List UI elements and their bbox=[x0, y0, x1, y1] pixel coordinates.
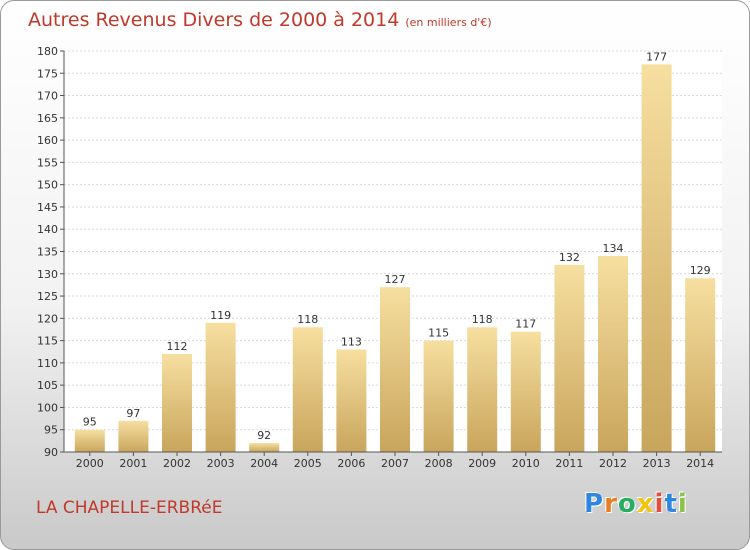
bar-value-label: 95 bbox=[83, 416, 97, 429]
bar bbox=[423, 340, 454, 452]
y-tick-label: 95 bbox=[44, 424, 58, 437]
bar bbox=[249, 443, 280, 452]
y-tick-label: 155 bbox=[37, 156, 58, 169]
chart-title: Autres Revenus Divers de 2000 à 2014 (en … bbox=[28, 9, 492, 31]
bar bbox=[162, 353, 192, 452]
x-tick-label: 2014 bbox=[686, 457, 714, 470]
logo-letter: i bbox=[677, 489, 688, 519]
bar bbox=[467, 327, 498, 452]
location-label: LA CHAPELLE-ERBRéE bbox=[36, 498, 223, 518]
y-tick-label: 90 bbox=[44, 446, 58, 459]
logo-letter: o bbox=[617, 489, 637, 519]
bar-value-label: 115 bbox=[428, 327, 449, 340]
y-tick-label: 160 bbox=[37, 134, 58, 147]
x-tick-label: 2010 bbox=[512, 457, 540, 470]
bar-value-label: 118 bbox=[297, 313, 318, 326]
y-tick-label: 130 bbox=[37, 268, 58, 281]
bar bbox=[510, 331, 541, 452]
bar bbox=[292, 327, 323, 452]
bar bbox=[336, 349, 367, 452]
bar-value-label: 132 bbox=[559, 251, 580, 264]
bar-value-label: 177 bbox=[646, 50, 667, 63]
x-tick-label: 2004 bbox=[250, 457, 278, 470]
bar bbox=[554, 264, 585, 452]
bar-value-label: 112 bbox=[167, 340, 188, 353]
x-tick-label: 2009 bbox=[468, 457, 496, 470]
chart-title-text: Autres Revenus Divers de 2000 à 2014 bbox=[28, 9, 400, 31]
x-tick-label: 2007 bbox=[381, 457, 409, 470]
logo-letter: t bbox=[664, 489, 678, 519]
chart-unit: (en milliers d'€) bbox=[405, 16, 492, 29]
y-tick-label: 165 bbox=[37, 112, 58, 125]
x-tick-label: 2006 bbox=[337, 457, 365, 470]
bar bbox=[205, 322, 236, 452]
bar-value-label: 117 bbox=[515, 318, 536, 331]
y-tick-label: 100 bbox=[37, 401, 58, 414]
y-tick-label: 145 bbox=[37, 201, 58, 214]
bar-value-label: 129 bbox=[690, 264, 711, 277]
x-tick-label: 2013 bbox=[643, 457, 671, 470]
bar bbox=[641, 64, 672, 452]
bar bbox=[598, 255, 628, 452]
y-tick-label: 120 bbox=[37, 312, 58, 325]
bar bbox=[118, 420, 149, 452]
y-tick-label: 125 bbox=[37, 290, 58, 303]
y-tick-label: 180 bbox=[37, 45, 58, 58]
bar-value-label: 118 bbox=[472, 313, 493, 326]
bar-value-label: 134 bbox=[603, 242, 624, 255]
x-tick-label: 2002 bbox=[163, 457, 191, 470]
y-tick-label: 170 bbox=[37, 90, 58, 103]
bar-value-label: 113 bbox=[341, 336, 362, 349]
logo-letter: i bbox=[654, 489, 665, 519]
y-tick-label: 110 bbox=[37, 357, 58, 370]
y-tick-label: 105 bbox=[37, 379, 58, 392]
y-tick-label: 135 bbox=[37, 246, 58, 259]
x-tick-label: 2011 bbox=[555, 457, 583, 470]
bar-value-label: 92 bbox=[257, 429, 271, 442]
x-tick-label: 2012 bbox=[599, 457, 627, 470]
y-tick-label: 150 bbox=[37, 179, 58, 192]
bar-value-label: 127 bbox=[385, 273, 406, 286]
logo-letter: P bbox=[584, 489, 605, 519]
x-tick-label: 2005 bbox=[294, 457, 322, 470]
bar bbox=[74, 429, 105, 452]
logo-letter: x bbox=[636, 489, 655, 519]
x-tick-label: 2001 bbox=[119, 457, 147, 470]
y-tick-label: 115 bbox=[37, 335, 58, 348]
proxiti-logo[interactable]: Proxiti bbox=[584, 489, 688, 519]
y-tick-label: 175 bbox=[37, 67, 58, 80]
bar bbox=[685, 278, 716, 452]
y-tick-label: 140 bbox=[37, 223, 58, 236]
bar bbox=[380, 287, 410, 452]
bar-value-label: 119 bbox=[210, 309, 231, 322]
x-tick-label: 2000 bbox=[76, 457, 104, 470]
bar-value-label: 97 bbox=[126, 407, 140, 420]
x-tick-label: 2003 bbox=[207, 457, 235, 470]
x-tick-label: 2008 bbox=[425, 457, 453, 470]
logo-letter: r bbox=[604, 489, 618, 519]
